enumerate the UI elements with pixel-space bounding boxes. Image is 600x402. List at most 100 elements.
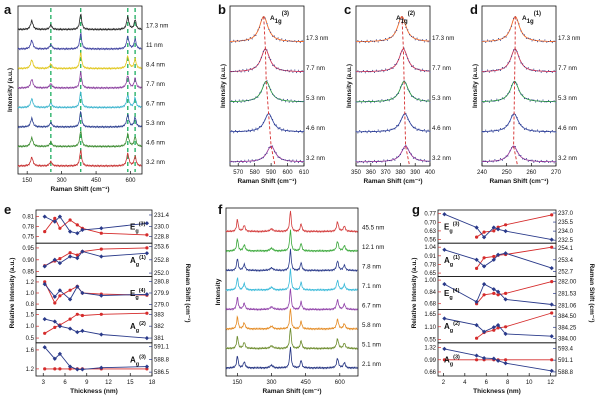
- shift-point: [503, 228, 508, 234]
- right-tick-label: 282.00: [558, 280, 577, 286]
- data-point: [290, 130, 292, 132]
- data-point: [260, 19, 262, 21]
- data-point: [425, 161, 427, 163]
- data-point: [553, 69, 555, 71]
- spectrum-line: [17, 32, 142, 51]
- thickness-label: 5.8 nm: [362, 322, 381, 329]
- data-point: [386, 69, 388, 71]
- shift-point: [491, 257, 496, 262]
- data-point: [372, 161, 374, 163]
- shift-point: [442, 316, 447, 321]
- intensity-point: [58, 257, 62, 261]
- data-point: [498, 130, 500, 132]
- panel-b-a1g3-fits: 17.3 nm 7.7 nm 5.3 nm 4.6 nm 3.2 nm 570 580 590…: [220, 5, 328, 185]
- data-point: [264, 17, 266, 19]
- data-point: [420, 70, 422, 72]
- data-point: [253, 160, 255, 162]
- data-point: [247, 159, 250, 161]
- data-point: [525, 68, 527, 70]
- mode-main: A: [444, 355, 450, 364]
- data-point: [511, 84, 513, 87]
- intensity-point: [550, 311, 554, 315]
- data-point: [361, 102, 363, 104]
- data-point: [544, 161, 546, 163]
- data-point: [485, 160, 487, 162]
- data-point: [494, 100, 496, 102]
- data-point: [244, 159, 246, 161]
- data-point: [299, 71, 301, 74]
- mode-sup: (3): [453, 222, 460, 228]
- data-point: [242, 99, 244, 101]
- data-point: [272, 119, 274, 121]
- data-point: [418, 98, 420, 100]
- data-point: [283, 40, 285, 42]
- data-point: [279, 156, 281, 158]
- data-point: [383, 40, 385, 42]
- data-point: [361, 160, 363, 163]
- right-tick-label: 591.1: [154, 345, 170, 351]
- data-point: [297, 162, 299, 164]
- shift-point: [52, 219, 57, 224]
- left-tick-label: 0.56: [424, 238, 436, 244]
- data-point: [546, 41, 548, 43]
- intensity-line: [476, 246, 552, 269]
- data-point: [281, 100, 283, 102]
- y-axis-label-left: Relative Intensity (a.u.): [9, 258, 16, 329]
- data-point: [379, 160, 381, 162]
- fit-curve: [482, 145, 556, 163]
- thickness-label: 17.3 nm: [432, 35, 454, 42]
- shift-point: [503, 297, 508, 302]
- data-point: [490, 41, 492, 43]
- x-tick-label: 270: [551, 170, 562, 176]
- mode-sup: (3): [139, 354, 146, 360]
- thickness-label: 7.7 nm: [432, 65, 451, 72]
- data-point: [522, 126, 524, 128]
- data-point: [396, 63, 398, 65]
- data-point: [284, 159, 287, 161]
- data-point: [551, 42, 553, 44]
- thickness-label: 6.7 nm: [362, 303, 381, 310]
- thickness-label: 7.1 nm: [362, 283, 381, 290]
- data-point: [260, 91, 262, 93]
- data-point: [385, 161, 387, 163]
- x-axis-label: Raman Shift (cm⁻¹): [50, 186, 109, 193]
- data-point: [240, 160, 242, 162]
- shift-point: [80, 227, 85, 233]
- intensity-point: [145, 233, 149, 237]
- spectrum-line: [225, 248, 358, 273]
- data-point: [246, 131, 248, 133]
- left-tick-label: 0.8: [26, 302, 35, 308]
- intensity-point: [550, 245, 554, 249]
- panel-label-e: e: [4, 202, 11, 217]
- right-tick-label: 232.5: [558, 238, 574, 244]
- data-point: [499, 158, 502, 160]
- data-point: [301, 101, 303, 103]
- data-point: [273, 95, 275, 97]
- right-tick-label: 231.4: [154, 213, 170, 219]
- data-point: [270, 31, 272, 33]
- data-point: [284, 101, 287, 103]
- data-point: [518, 23, 520, 25]
- peak-annotation: A1g(3): [270, 11, 289, 25]
- data-point: [527, 37, 529, 39]
- data-point: [518, 154, 520, 156]
- intensity-line: [476, 281, 552, 304]
- annotation-sup: (3): [282, 11, 289, 17]
- data-point: [394, 64, 396, 66]
- data-point: [368, 129, 370, 131]
- data-point: [410, 35, 413, 37]
- data-point: [235, 70, 237, 72]
- data-point: [536, 99, 539, 101]
- data-point: [236, 39, 238, 41]
- data-point: [277, 98, 279, 100]
- fit-curve: [482, 80, 556, 103]
- data-point: [503, 67, 505, 69]
- shift-point: [491, 356, 496, 361]
- data-point: [487, 69, 489, 71]
- panel-a-raman-spectra: 17.3 nm 11 nm 8.4 nm 7.7 nm 6.7 nm 5.3 nm 4.6 …: [7, 5, 168, 193]
- left-tick-label: 1.2: [26, 367, 35, 373]
- data-point: [509, 150, 511, 152]
- data-point: [414, 97, 416, 99]
- shift-point: [442, 346, 447, 352]
- data-point: [531, 128, 533, 130]
